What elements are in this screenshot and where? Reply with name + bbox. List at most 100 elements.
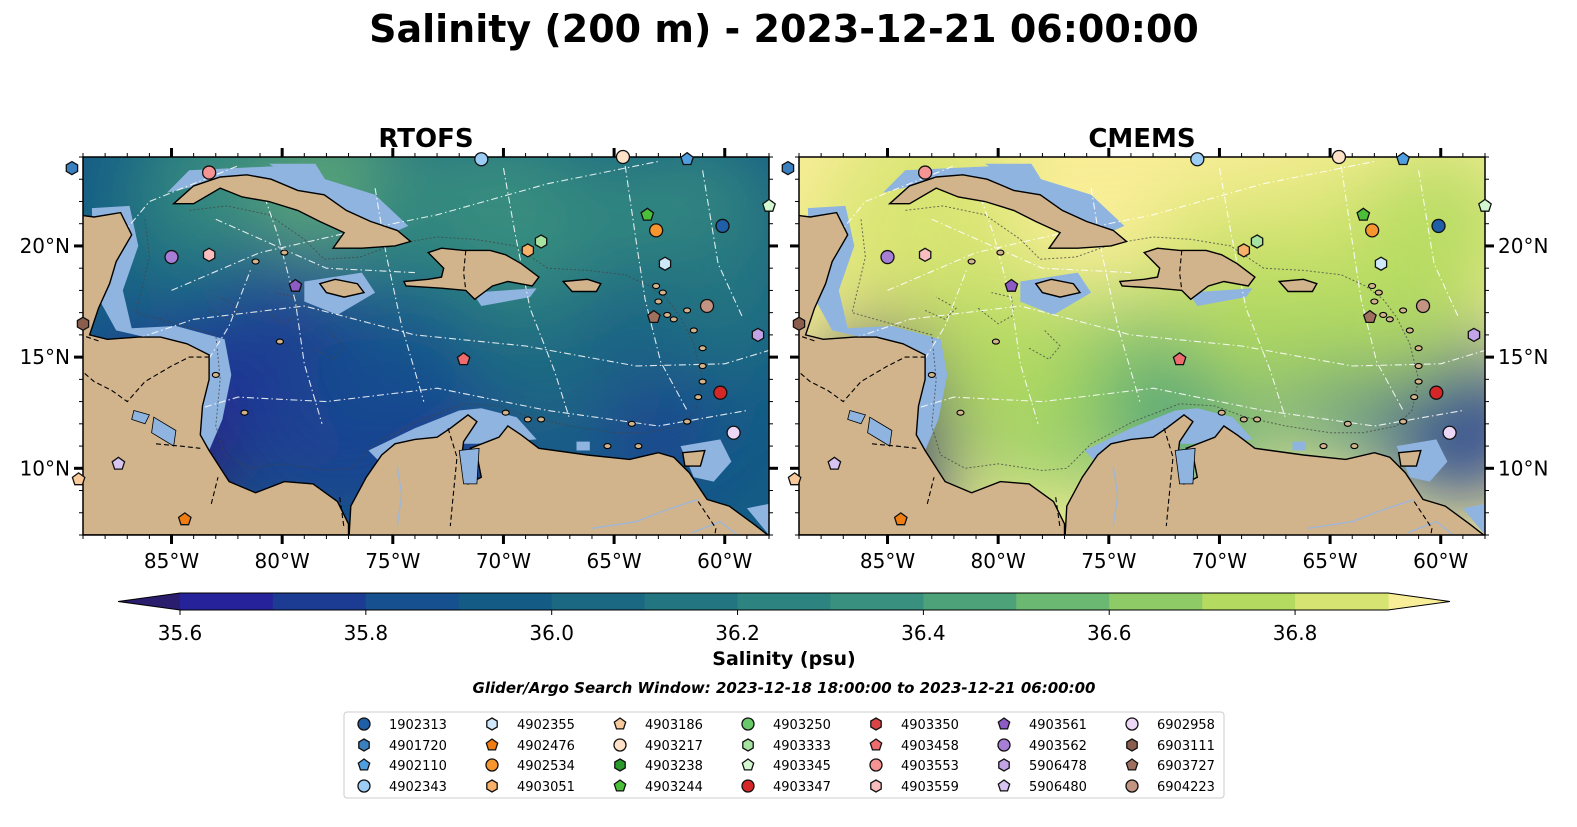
small-island bbox=[1253, 416, 1262, 423]
shallow-shelf bbox=[1462, 503, 1485, 535]
country-border bbox=[1179, 250, 1183, 291]
shallow-shelf bbox=[268, 163, 327, 182]
eez-boundary bbox=[374, 188, 425, 402]
float-marker-4903186 bbox=[71, 472, 86, 486]
small-island bbox=[654, 298, 663, 305]
legend-label-6904223: 6904223 bbox=[1157, 780, 1215, 795]
legend-label-4902534: 4902534 bbox=[517, 759, 575, 774]
float-legend: 1902313 4901720 4902110 4902343 4902355 49024… bbox=[343, 711, 1225, 799]
eez-boundary bbox=[215, 218, 415, 274]
eez-boundary bbox=[1418, 170, 1459, 318]
y-tick-label: 20°N bbox=[1498, 234, 1548, 258]
depth-contour bbox=[851, 205, 1420, 472]
float-marker-5906480 bbox=[827, 456, 842, 470]
floats-rtofs bbox=[65, 149, 776, 526]
country-border bbox=[1413, 501, 1433, 535]
small-island bbox=[996, 249, 1005, 256]
country-border bbox=[463, 250, 467, 291]
legend-marker-4903217 bbox=[613, 738, 627, 752]
float-marker-4902110 bbox=[1396, 151, 1411, 166]
legend-marker-5906480 bbox=[997, 779, 1011, 792]
small-island bbox=[211, 371, 220, 378]
shallow-shelf bbox=[1188, 288, 1253, 306]
depth-contour bbox=[977, 292, 1015, 325]
depth-contour bbox=[924, 296, 957, 320]
legend-label-4903217: 4903217 bbox=[645, 739, 703, 754]
float-marker-4902534 bbox=[1364, 223, 1380, 238]
small-island bbox=[275, 338, 284, 345]
land-jamaica bbox=[318, 278, 366, 298]
legend-marker-4903559 bbox=[870, 779, 882, 793]
map-panel-cmems: CMEMS 85°W 80°W 75°W 70°W 65°W 60°W 10°N 15°N 20… bbox=[781, 124, 1548, 573]
small-island bbox=[280, 249, 289, 256]
country-border bbox=[339, 497, 345, 529]
float-marker-6904223 bbox=[699, 298, 715, 314]
lake bbox=[1174, 447, 1196, 485]
country-border bbox=[1272, 534, 1273, 535]
small-island bbox=[603, 443, 612, 450]
legend-marker-4902476 bbox=[485, 738, 499, 751]
small-island bbox=[1414, 378, 1423, 385]
x-tick-label: 60°W bbox=[1413, 549, 1468, 573]
y-tick-label: 15°N bbox=[20, 345, 70, 369]
country-border bbox=[556, 534, 557, 535]
float-marker-4903559 bbox=[202, 247, 216, 263]
eez-boundary bbox=[1340, 165, 1404, 411]
legend-label-4903561: 4903561 bbox=[1029, 718, 1087, 733]
small-island bbox=[956, 409, 965, 416]
legend-label-4902476: 4902476 bbox=[517, 739, 575, 754]
small-island bbox=[1370, 298, 1379, 305]
lake bbox=[131, 410, 150, 425]
float-marker-4903347 bbox=[1429, 385, 1444, 400]
legend-marker-4903347 bbox=[741, 779, 755, 793]
float-marker-4903244 bbox=[640, 207, 655, 221]
legend-label-4902355: 4902355 bbox=[517, 718, 575, 733]
legend-label-6903111: 6903111 bbox=[1157, 739, 1215, 754]
small-island bbox=[1399, 418, 1408, 425]
float-marker-4903217 bbox=[1331, 149, 1347, 165]
legend-marker-6902958 bbox=[1125, 717, 1139, 731]
float-marker-6903727 bbox=[646, 309, 661, 324]
colorbar-tick-label: 36.0 bbox=[529, 621, 574, 645]
small-island bbox=[663, 311, 672, 318]
river bbox=[396, 465, 403, 527]
land-puerto-rico bbox=[1277, 278, 1318, 293]
small-island bbox=[967, 258, 976, 265]
legend-marker-4903186 bbox=[613, 717, 627, 730]
eez-boundary bbox=[259, 183, 323, 424]
legend-label-4903244: 4903244 bbox=[645, 780, 703, 795]
legend-items: 1902313 4901720 4902110 4902343 4902355 49024… bbox=[357, 717, 1215, 795]
legend-marker-4903345 bbox=[741, 758, 755, 771]
float-marker-5906478 bbox=[1467, 327, 1481, 343]
small-island bbox=[1319, 443, 1328, 450]
colorbar-tick-label: 35.6 bbox=[158, 621, 203, 645]
colorbar-tick-label: 36.2 bbox=[715, 621, 760, 645]
colorbar-segment bbox=[923, 593, 1017, 610]
colorbar-segment bbox=[272, 593, 367, 610]
eez-boundary bbox=[887, 160, 1375, 291]
country-border bbox=[799, 335, 817, 343]
small-island bbox=[991, 338, 1000, 345]
legend-marker-1902313 bbox=[357, 717, 371, 731]
country-border bbox=[871, 443, 917, 449]
float-marker-4902343 bbox=[1190, 152, 1205, 167]
colorbar-segment bbox=[180, 593, 274, 610]
float-marker-4903458 bbox=[1172, 351, 1187, 366]
float-marker-4903561 bbox=[288, 278, 303, 292]
small-island bbox=[1217, 409, 1226, 416]
shallow-shelf bbox=[1292, 441, 1306, 451]
legend-marker-5906478 bbox=[998, 758, 1010, 772]
float-marker-4903559 bbox=[918, 247, 932, 263]
colorbar-segment bbox=[830, 593, 924, 610]
float-marker-4903561 bbox=[1004, 278, 1019, 292]
legend-label-5906478: 5906478 bbox=[1029, 759, 1087, 774]
legend-label-4903553: 4903553 bbox=[901, 759, 959, 774]
float-marker-4903244 bbox=[1356, 207, 1371, 221]
shallow-shelf bbox=[984, 163, 1043, 182]
float-marker-5906478 bbox=[751, 327, 765, 343]
small-island bbox=[537, 416, 546, 423]
legend-label-1902313: 1902313 bbox=[389, 718, 447, 733]
float-marker-4902110 bbox=[680, 151, 695, 166]
colorbar-segment bbox=[1295, 593, 1389, 610]
legend-marker-4903561 bbox=[997, 717, 1011, 730]
